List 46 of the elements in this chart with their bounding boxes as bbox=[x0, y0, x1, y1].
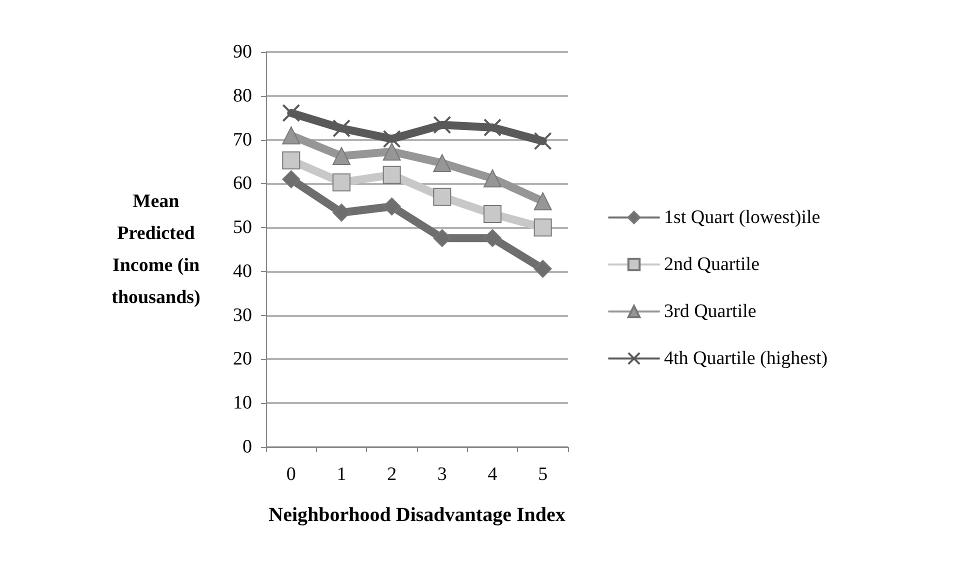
y-tick-label: 40 bbox=[233, 260, 252, 282]
point bbox=[332, 204, 350, 222]
x-tick-label: 2 bbox=[387, 464, 397, 485]
point bbox=[382, 142, 401, 161]
y-axis-title: Mean Predicted Income (in thousands) bbox=[112, 191, 200, 308]
legend-label: 1st Quart (lowest)ile bbox=[664, 207, 820, 228]
y-tick-label: 20 bbox=[233, 348, 252, 370]
x-axis-title: Neighborhood Disadvantage Index bbox=[268, 504, 566, 526]
x-tick-label: 0 bbox=[286, 464, 296, 485]
x-tick-label: 5 bbox=[538, 464, 548, 485]
point bbox=[382, 130, 401, 148]
y-tick-label: 50 bbox=[233, 217, 252, 238]
point bbox=[433, 154, 452, 172]
point bbox=[282, 170, 300, 188]
x-tick-label: 1 bbox=[336, 464, 346, 485]
point bbox=[433, 116, 452, 134]
y-tick-label: 0 bbox=[242, 436, 252, 458]
point bbox=[433, 188, 452, 206]
point bbox=[332, 119, 350, 138]
y-tick-label: 60 bbox=[233, 173, 252, 194]
point bbox=[534, 218, 552, 237]
y-tick-label: 90 bbox=[233, 42, 252, 62]
point bbox=[282, 104, 300, 122]
point bbox=[534, 260, 552, 278]
x-tick-label: 3 bbox=[437, 464, 447, 485]
point bbox=[433, 229, 452, 248]
legend-label: 2nd Quartile bbox=[664, 254, 760, 275]
point bbox=[382, 166, 401, 184]
legend-label: 4th Quartile (highest) bbox=[664, 348, 828, 369]
point bbox=[484, 204, 502, 223]
point bbox=[484, 229, 502, 248]
point bbox=[484, 118, 502, 136]
point bbox=[534, 192, 552, 210]
y-tick-label: 30 bbox=[233, 304, 252, 326]
y-tick-label: 70 bbox=[233, 129, 252, 150]
x-tick-label: 4 bbox=[488, 464, 498, 485]
point bbox=[484, 169, 502, 188]
legend-label: 3rd Quartile bbox=[664, 301, 756, 322]
y-tick-label: 80 bbox=[233, 85, 252, 106]
point bbox=[534, 132, 552, 150]
point bbox=[382, 197, 401, 216]
point bbox=[282, 151, 300, 170]
point bbox=[332, 173, 350, 192]
point bbox=[332, 147, 350, 166]
point bbox=[282, 126, 300, 144]
y-tick-label: 10 bbox=[233, 392, 252, 414]
